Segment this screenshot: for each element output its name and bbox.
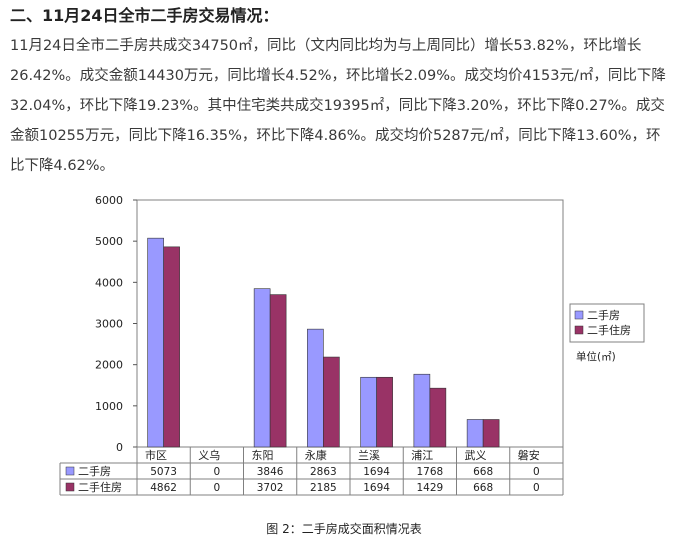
data-value: 1768 [417, 466, 444, 478]
data-value: 1694 [363, 482, 390, 494]
data-value: 5073 [150, 466, 177, 478]
section-heading: 二、11月24日全市二手房交易情况： [10, 6, 279, 25]
category-label: 武义 [465, 449, 487, 462]
data-value: 2863 [310, 466, 337, 478]
data-value: 3846 [257, 466, 284, 478]
bar-1 [466, 419, 484, 448]
legend-label: 二手住房 [587, 323, 631, 337]
y-tick-label: 5000 [95, 235, 123, 248]
unit-label: 单位(㎡) [576, 350, 616, 363]
figure-caption: 图 2：二手房成交面积情况表 [266, 522, 422, 536]
data-value: 668 [473, 482, 493, 494]
data-value: 0 [214, 482, 221, 494]
y-tick-label: 4000 [95, 276, 123, 289]
category-label: 永康 [305, 448, 327, 462]
data-value: 4862 [150, 482, 177, 494]
bar-1 [147, 237, 164, 448]
category-label: 兰溪 [358, 449, 380, 462]
legend-swatch [574, 310, 584, 320]
bar-2 [482, 419, 500, 448]
y-tick-label: 2000 [95, 359, 123, 372]
table-series-swatch [65, 466, 75, 476]
data-value: 0 [214, 466, 221, 478]
data-value: 0 [533, 466, 540, 478]
y-tick-label: 6000 [95, 194, 123, 207]
data-value: 1694 [363, 466, 390, 478]
bar-2 [429, 387, 447, 448]
bar-2 [376, 376, 393, 448]
report-paragraph: 11月24日全市二手房共成交34750㎡，同比（文内同比均为与上周同比）增长53… [10, 38, 666, 174]
data-value: 2185 [310, 482, 337, 494]
data-value: 0 [533, 482, 540, 494]
bar-2 [269, 294, 287, 448]
bar-1 [360, 376, 377, 448]
table-series-name: 二手房 [78, 464, 111, 478]
category-label: 磐安 [518, 448, 540, 462]
category-label: 义乌 [198, 448, 220, 462]
legend-label: 二手房 [587, 308, 620, 322]
bar-2 [323, 356, 340, 448]
legend [569, 303, 645, 343]
bar-2 [163, 246, 180, 448]
y-tick-label: 1000 [95, 400, 123, 413]
data-value: 1429 [417, 482, 444, 494]
legend-swatch [574, 325, 584, 335]
data-value: 668 [473, 466, 493, 478]
plot-area [136, 199, 564, 448]
category-label: 东阳 [252, 449, 274, 462]
bar-1 [413, 373, 431, 448]
bar-1 [307, 328, 324, 448]
bar-1 [253, 288, 271, 448]
table-series-name: 二手住房 [78, 480, 122, 494]
table-series-swatch [65, 482, 75, 492]
category-label: 浦江 [411, 449, 433, 462]
y-tick-label: 3000 [95, 318, 123, 331]
category-label: 市区 [145, 448, 167, 462]
y-tick-label: 0 [116, 441, 123, 454]
bar-chart: 0 1000 2000 3000 4000 5000 6000 市区 义乌 东阳 永康 兰溪 浦江 武义… [59, 194, 645, 496]
data-value: 3702 [257, 482, 284, 494]
